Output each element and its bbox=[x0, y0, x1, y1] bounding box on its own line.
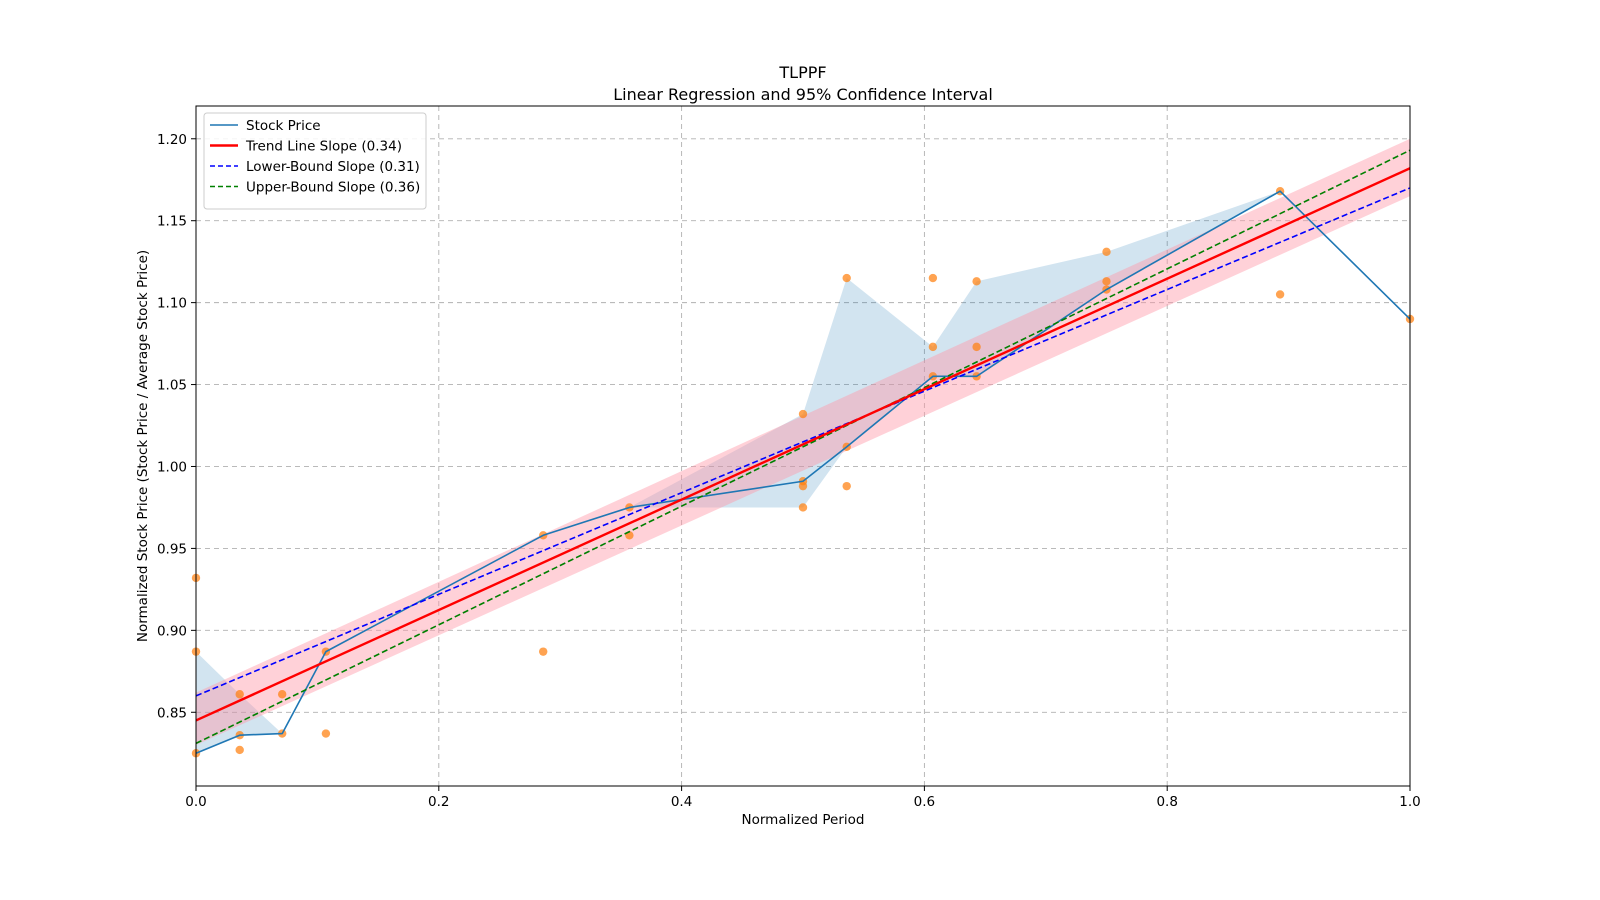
scatter-point bbox=[321, 729, 331, 738]
scatter-point bbox=[1275, 290, 1285, 299]
scatter-point bbox=[842, 273, 851, 283]
scatter-point bbox=[798, 409, 808, 419]
chart-title-group: TLPPF Linear Regression and 95% Confiden… bbox=[613, 63, 993, 104]
x-tick-label: 0.0 bbox=[185, 794, 206, 810]
y-tick-label: 1.15 bbox=[157, 214, 187, 230]
y-tick-label: 1.05 bbox=[157, 378, 187, 394]
scatter-point bbox=[972, 342, 981, 352]
legend-box bbox=[203, 112, 427, 210]
y-tick-label: 1.10 bbox=[157, 296, 187, 312]
scatter-point bbox=[798, 481, 808, 491]
legend-label: Upper-Bound Slope (0.36) bbox=[246, 180, 420, 196]
legend-label: Trend Line Slope (0.34) bbox=[245, 139, 402, 155]
series-lines bbox=[195, 149, 1411, 754]
upper-bound-line bbox=[195, 149, 1411, 745]
lower-bound-line bbox=[195, 187, 1411, 697]
x-tick-label: 1.0 bbox=[1399, 794, 1420, 810]
scatter-point bbox=[928, 273, 938, 283]
x-tick-label: 0.8 bbox=[1156, 794, 1177, 810]
scatter-point bbox=[1102, 247, 1111, 257]
legend-label: Lower-Bound Slope (0.31) bbox=[246, 159, 420, 175]
y-tick-label: 1.00 bbox=[157, 459, 187, 475]
y-axis: 0.85 0.90 0.95 1.00 1.05 1.10 1.15 1.20 bbox=[157, 132, 196, 721]
x-tick-label: 0.4 bbox=[671, 794, 692, 810]
trend-line bbox=[195, 167, 1411, 722]
x-tick-label: 0.2 bbox=[428, 794, 449, 810]
scatter-point bbox=[277, 690, 287, 699]
legend: Stock Price Trend Line Slope (0.34) Lower-… bbox=[203, 112, 427, 210]
stock-price-confidence-band bbox=[196, 191, 1410, 754]
y-tick-label: 0.90 bbox=[157, 623, 187, 639]
y-tick-label: 1.20 bbox=[157, 132, 187, 148]
chart-subtitle: Linear Regression and 95% Confidence Int… bbox=[613, 85, 993, 104]
scatter-point bbox=[235, 745, 244, 755]
scatter-point bbox=[842, 481, 851, 491]
scatter-point bbox=[235, 690, 244, 699]
legend-label: Stock Price bbox=[246, 118, 321, 134]
plot-frame bbox=[195, 105, 1411, 787]
y-tick-label: 0.85 bbox=[157, 705, 187, 721]
scatter-point bbox=[539, 647, 548, 656]
scatter-point bbox=[1102, 277, 1111, 286]
y-tick-label: 0.95 bbox=[157, 541, 187, 557]
scatter-point bbox=[972, 277, 981, 286]
y-axis-label: Normalized Stock Price (Stock Price / Av… bbox=[135, 250, 151, 642]
x-axis: 0.0 0.2 0.4 0.6 0.8 1.0 bbox=[185, 786, 1421, 810]
x-axis-label: Normalized Period bbox=[742, 812, 865, 828]
stock-price-line bbox=[195, 190, 1411, 754]
chart-title: TLPPF bbox=[778, 63, 826, 82]
x-tick-label: 0.6 bbox=[914, 794, 935, 810]
scatter-point bbox=[928, 342, 938, 352]
scatter-point bbox=[798, 503, 808, 512]
